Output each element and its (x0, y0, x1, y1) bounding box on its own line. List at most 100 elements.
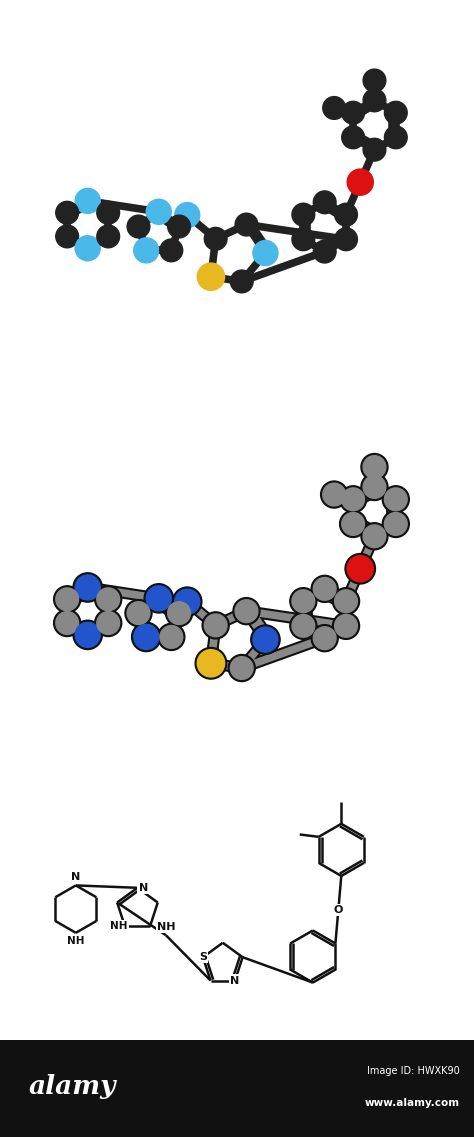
Circle shape (361, 473, 388, 500)
Circle shape (73, 573, 102, 603)
Circle shape (56, 225, 79, 248)
Circle shape (168, 601, 191, 624)
Circle shape (125, 599, 152, 626)
Circle shape (292, 204, 315, 226)
Text: S: S (199, 952, 207, 962)
Circle shape (384, 126, 407, 149)
Circle shape (175, 589, 200, 614)
Circle shape (228, 655, 255, 681)
Circle shape (292, 227, 315, 250)
Circle shape (361, 454, 388, 481)
Circle shape (75, 575, 100, 600)
Circle shape (333, 613, 360, 639)
Circle shape (97, 588, 119, 611)
Circle shape (363, 139, 386, 161)
Circle shape (235, 600, 258, 623)
Circle shape (311, 575, 338, 603)
Circle shape (202, 612, 229, 639)
Circle shape (160, 625, 182, 648)
Circle shape (235, 214, 258, 236)
Circle shape (204, 227, 227, 250)
Circle shape (158, 623, 185, 650)
Circle shape (290, 588, 317, 615)
Circle shape (56, 612, 79, 634)
Circle shape (146, 586, 171, 611)
Text: NH: NH (156, 922, 175, 931)
Circle shape (97, 225, 119, 248)
Circle shape (132, 622, 161, 652)
Circle shape (54, 586, 81, 613)
Circle shape (323, 483, 346, 506)
Circle shape (363, 456, 386, 479)
Circle shape (168, 215, 191, 238)
Circle shape (95, 586, 122, 613)
Circle shape (233, 598, 260, 624)
Circle shape (320, 481, 347, 508)
Circle shape (253, 628, 278, 653)
Circle shape (292, 614, 315, 637)
Circle shape (230, 657, 253, 680)
Circle shape (197, 263, 225, 290)
Circle shape (230, 271, 253, 293)
Circle shape (361, 523, 388, 550)
Text: Image ID: HWXK90: Image ID: HWXK90 (367, 1067, 460, 1077)
Circle shape (56, 588, 79, 611)
Text: N: N (71, 872, 81, 882)
Circle shape (313, 578, 336, 600)
Text: alamy: alamy (28, 1074, 116, 1099)
Circle shape (134, 238, 159, 263)
Circle shape (345, 554, 375, 584)
Circle shape (134, 624, 159, 649)
Text: N: N (138, 882, 148, 893)
Circle shape (333, 588, 360, 615)
Circle shape (160, 239, 182, 262)
Circle shape (335, 614, 357, 637)
Circle shape (363, 69, 386, 92)
Circle shape (127, 601, 150, 624)
Circle shape (75, 189, 100, 214)
Circle shape (342, 488, 365, 511)
Circle shape (253, 241, 278, 266)
Circle shape (363, 525, 386, 548)
Circle shape (363, 475, 386, 498)
Circle shape (313, 626, 336, 649)
Circle shape (75, 622, 100, 647)
Circle shape (95, 609, 122, 637)
Circle shape (342, 126, 365, 149)
Circle shape (347, 556, 374, 582)
Circle shape (347, 169, 374, 196)
Circle shape (323, 97, 346, 119)
Text: NH: NH (110, 921, 128, 931)
Circle shape (335, 590, 357, 613)
Text: N: N (230, 976, 240, 986)
Circle shape (384, 101, 407, 124)
Circle shape (384, 513, 407, 536)
Circle shape (204, 614, 227, 637)
Circle shape (146, 199, 171, 224)
Circle shape (54, 609, 81, 637)
Circle shape (97, 612, 119, 634)
Circle shape (97, 201, 119, 224)
Text: www.alamy.com: www.alamy.com (365, 1098, 460, 1109)
Circle shape (292, 590, 315, 613)
Circle shape (173, 587, 202, 616)
Circle shape (311, 624, 338, 652)
Circle shape (197, 649, 225, 677)
Text: O: O (334, 905, 343, 915)
Circle shape (383, 485, 410, 513)
Circle shape (251, 625, 280, 654)
Circle shape (75, 235, 100, 260)
Circle shape (165, 599, 192, 626)
Circle shape (342, 101, 365, 124)
Circle shape (195, 647, 227, 679)
Circle shape (290, 613, 317, 639)
Circle shape (339, 485, 366, 513)
Circle shape (127, 215, 150, 238)
Circle shape (335, 204, 357, 226)
Circle shape (56, 201, 79, 224)
Text: NH: NH (67, 937, 84, 946)
Circle shape (144, 583, 173, 613)
Circle shape (363, 89, 386, 111)
Circle shape (313, 191, 336, 214)
Circle shape (384, 488, 407, 511)
